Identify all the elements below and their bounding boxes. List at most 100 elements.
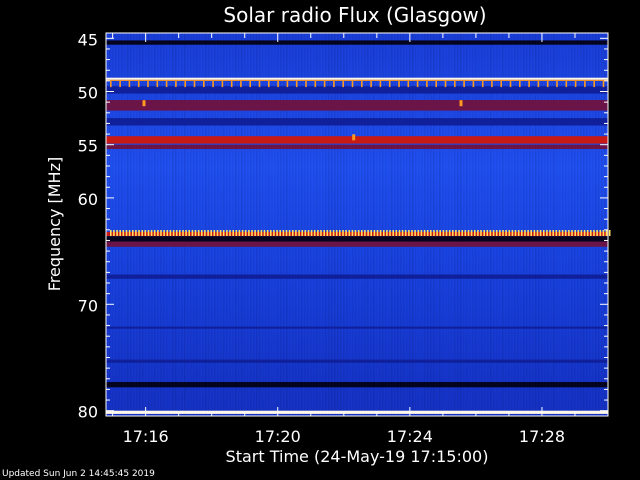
intensity-band (106, 40, 608, 45)
texture-column (253, 33, 255, 416)
spike-mark (175, 230, 178, 236)
spike-mark (464, 230, 467, 236)
texture-column (520, 33, 522, 416)
texture-column (490, 33, 492, 416)
texture-column (355, 33, 357, 416)
spike-mark (342, 230, 344, 236)
texture-column (328, 33, 330, 416)
texture-column (586, 33, 588, 416)
spike-mark (301, 230, 303, 236)
spike-mark (226, 230, 228, 236)
spike-mark (335, 230, 338, 236)
intensity-band (106, 144, 608, 149)
texture-column (115, 33, 117, 416)
spike-mark (160, 230, 162, 236)
texture-column (397, 33, 399, 416)
spike-mark (125, 230, 128, 236)
spike-mark (201, 230, 203, 236)
spike-mark (586, 230, 589, 236)
texture-column (394, 33, 396, 416)
texture-column (343, 33, 345, 416)
y-tick-label: 70 (78, 296, 98, 315)
intensity-band (106, 100, 608, 111)
texture-column (184, 33, 186, 416)
texture-column (145, 33, 147, 416)
spike-mark (119, 230, 121, 236)
texture-column (190, 33, 192, 416)
spike-mark (279, 230, 281, 236)
spike-mark (323, 230, 325, 236)
texture-column (370, 33, 372, 416)
spike-mark (305, 81, 307, 88)
texture-column (310, 33, 312, 416)
spike-mark (212, 81, 214, 88)
y-axis-label: Frequency [MHz] (45, 157, 64, 291)
intensity-band (106, 77, 608, 80)
spike-mark (511, 230, 514, 236)
texture-column (373, 33, 375, 416)
intensity-band (106, 241, 608, 247)
texture-column (175, 33, 177, 416)
spike-mark (448, 230, 451, 236)
texture-column (433, 33, 435, 416)
spike-mark (188, 230, 190, 236)
texture-column (130, 33, 132, 416)
spike-mark (116, 230, 118, 236)
texture-column (442, 33, 444, 416)
spike-mark (175, 81, 177, 88)
chart-title: Solar radio Flux (Glasgow) (223, 3, 486, 27)
texture-column (169, 33, 171, 416)
spike-mark (165, 81, 168, 88)
spike-mark (386, 230, 388, 236)
texture-column (166, 33, 168, 416)
texture-column (238, 33, 240, 416)
y-tick-label: 45 (78, 30, 98, 49)
texture-column (550, 33, 552, 416)
spike-mark (590, 230, 592, 236)
texture-column (532, 33, 534, 416)
spike-mark (268, 81, 270, 88)
spike-mark (361, 81, 363, 88)
texture-column (385, 33, 387, 416)
spike-mark (383, 230, 385, 236)
texture-column (469, 33, 471, 416)
spike-mark (608, 230, 611, 236)
texture-column (574, 33, 576, 416)
spike-mark (307, 230, 310, 236)
spike-mark (254, 230, 256, 236)
spike-mark (439, 230, 441, 236)
texture-column (250, 33, 252, 416)
spike-mark (524, 230, 526, 236)
spike-mark (320, 230, 322, 236)
intensity-band (106, 118, 608, 126)
spike-mark (345, 230, 347, 236)
spike-mark (549, 230, 551, 236)
spike-mark (519, 81, 521, 88)
texture-column (493, 33, 495, 416)
texture-column (292, 33, 294, 416)
spike-mark (184, 81, 186, 88)
spike-mark (491, 81, 493, 88)
spike-mark (398, 230, 401, 236)
spike-mark (455, 230, 457, 236)
texture-column (514, 33, 516, 416)
texture-column (208, 33, 210, 416)
texture-column (247, 33, 249, 416)
spike-mark (480, 230, 482, 236)
spike-mark (495, 230, 498, 236)
spike-mark (583, 230, 586, 236)
texture-column (265, 33, 267, 416)
spike-mark (376, 230, 379, 236)
spike-mark (295, 81, 298, 88)
texture-column (181, 33, 183, 416)
spike-mark (517, 230, 520, 236)
spike-mark (292, 230, 294, 236)
texture-column (268, 33, 270, 416)
texture-column (271, 33, 273, 416)
intensity-band (106, 274, 608, 279)
texture-column (583, 33, 585, 416)
spike-mark (483, 230, 485, 236)
spike-mark (329, 230, 332, 236)
spike-mark (248, 230, 250, 236)
spike-mark (423, 230, 426, 236)
